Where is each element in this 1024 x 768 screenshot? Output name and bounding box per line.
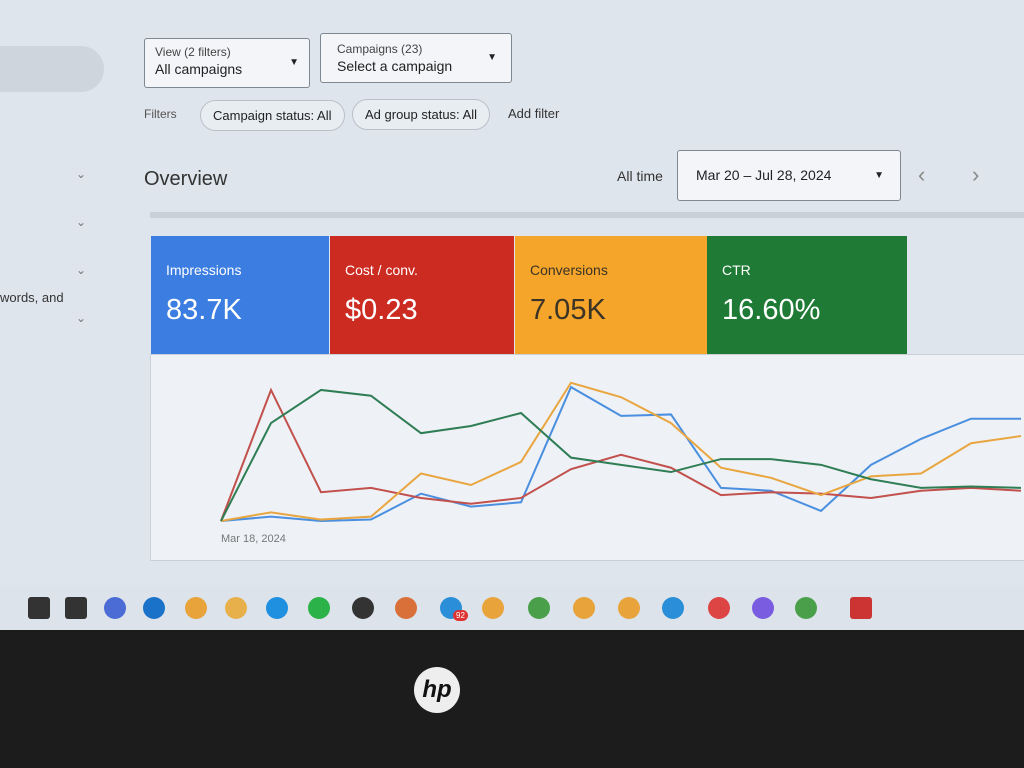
date-range-picker[interactable]: Mar 20 – Jul 28, 2024 ▼ bbox=[677, 150, 901, 201]
series-line bbox=[220, 388, 1022, 522]
taskbar-icon[interactable] bbox=[28, 597, 50, 619]
date-range: Mar 20 – Jul 28, 2024 bbox=[696, 167, 832, 183]
series-line bbox=[220, 381, 1022, 522]
nav-pill[interactable] bbox=[0, 46, 104, 92]
metric-name: Conversions bbox=[530, 262, 608, 278]
metric-card[interactable]: Conversions 7.05K bbox=[515, 236, 708, 354]
taskbar-icon[interactable] bbox=[573, 597, 595, 619]
chart: Mar 18, 2024 bbox=[220, 381, 1022, 545]
nav-item[interactable]: words, and bbox=[0, 290, 64, 305]
screen: words, and ⌄ ⌄ ⌄ ⌄ View (2 filters) All cam… bbox=[0, 0, 1024, 630]
caret: ▼ bbox=[289, 57, 299, 68]
taskbar-icon[interactable] bbox=[352, 597, 374, 619]
caret: ▼ bbox=[874, 170, 884, 181]
view-dropdown[interactable]: View (2 filters) All campaigns ▼ bbox=[144, 38, 310, 88]
taskbar-icon[interactable] bbox=[65, 597, 87, 619]
taskbar-icon[interactable] bbox=[143, 597, 165, 619]
divider bbox=[150, 212, 1024, 218]
campaigns-label: Campaigns (23) bbox=[337, 42, 423, 56]
metric-name: CTR bbox=[722, 262, 751, 278]
series-line bbox=[220, 387, 1022, 522]
taskbar-icon[interactable] bbox=[662, 597, 684, 619]
metric-name: Cost / conv. bbox=[345, 262, 418, 278]
metric-card[interactable]: Impressions 83.7K bbox=[151, 236, 329, 354]
metric-value: 7.05K bbox=[530, 294, 606, 326]
campaigns-dropdown[interactable]: Campaigns (23) Select a campaign ▼ bbox=[320, 33, 512, 83]
metric-value: 83.7K bbox=[166, 294, 242, 326]
metric-card[interactable]: CTR 16.60% bbox=[707, 236, 907, 354]
metric-card[interactable]: Cost / conv. $0.23 bbox=[330, 236, 514, 354]
range-label: All time bbox=[617, 168, 663, 184]
taskbar-icon[interactable] bbox=[225, 597, 247, 619]
filters-label: Filters bbox=[144, 107, 177, 121]
metric-name: Impressions bbox=[166, 262, 242, 278]
filter-chip[interactable]: Campaign status: All bbox=[200, 100, 345, 131]
taskbar-icon[interactable] bbox=[395, 597, 417, 619]
campaigns-value: Select a campaign bbox=[337, 58, 453, 74]
prev-button[interactable]: ‹ bbox=[918, 162, 926, 187]
next-button[interactable]: › bbox=[972, 162, 980, 187]
taskbar-icon[interactable] bbox=[795, 597, 817, 619]
x-tick-label: Mar 18, 2024 bbox=[221, 533, 286, 545]
taskbar-icon[interactable] bbox=[850, 597, 872, 619]
taskbar-icon[interactable] bbox=[708, 597, 730, 619]
hp-logo: hp bbox=[414, 667, 460, 713]
chart-panel: Mar 18, 2024 bbox=[150, 354, 1024, 561]
taskbar-icon[interactable] bbox=[618, 597, 640, 619]
taskbar-icon[interactable] bbox=[104, 597, 126, 619]
caret: ▼ bbox=[487, 52, 497, 63]
metric-value: 16.60% bbox=[722, 294, 821, 326]
series-line bbox=[220, 385, 1021, 523]
overview-title: Overview bbox=[144, 168, 228, 190]
metric-value: $0.23 bbox=[345, 294, 418, 326]
view-label: View (2 filters) bbox=[155, 45, 231, 59]
taskbar-icon[interactable] bbox=[528, 597, 550, 619]
add-filter[interactable]: Add filter bbox=[508, 106, 560, 121]
taskbar-icon[interactable] bbox=[308, 597, 330, 619]
notification-badge: 92 bbox=[453, 610, 468, 621]
taskbar-icon[interactable] bbox=[752, 597, 774, 619]
taskbar-icon[interactable] bbox=[482, 597, 504, 619]
taskbar-icon[interactable] bbox=[185, 597, 207, 619]
view-value: All campaigns bbox=[155, 61, 243, 77]
nav-chevrons: ⌄ ⌄ ⌄ ⌄ bbox=[76, 167, 87, 325]
taskbar-icon[interactable] bbox=[266, 597, 288, 619]
filter-chip[interactable]: Ad group status: All bbox=[352, 99, 491, 130]
